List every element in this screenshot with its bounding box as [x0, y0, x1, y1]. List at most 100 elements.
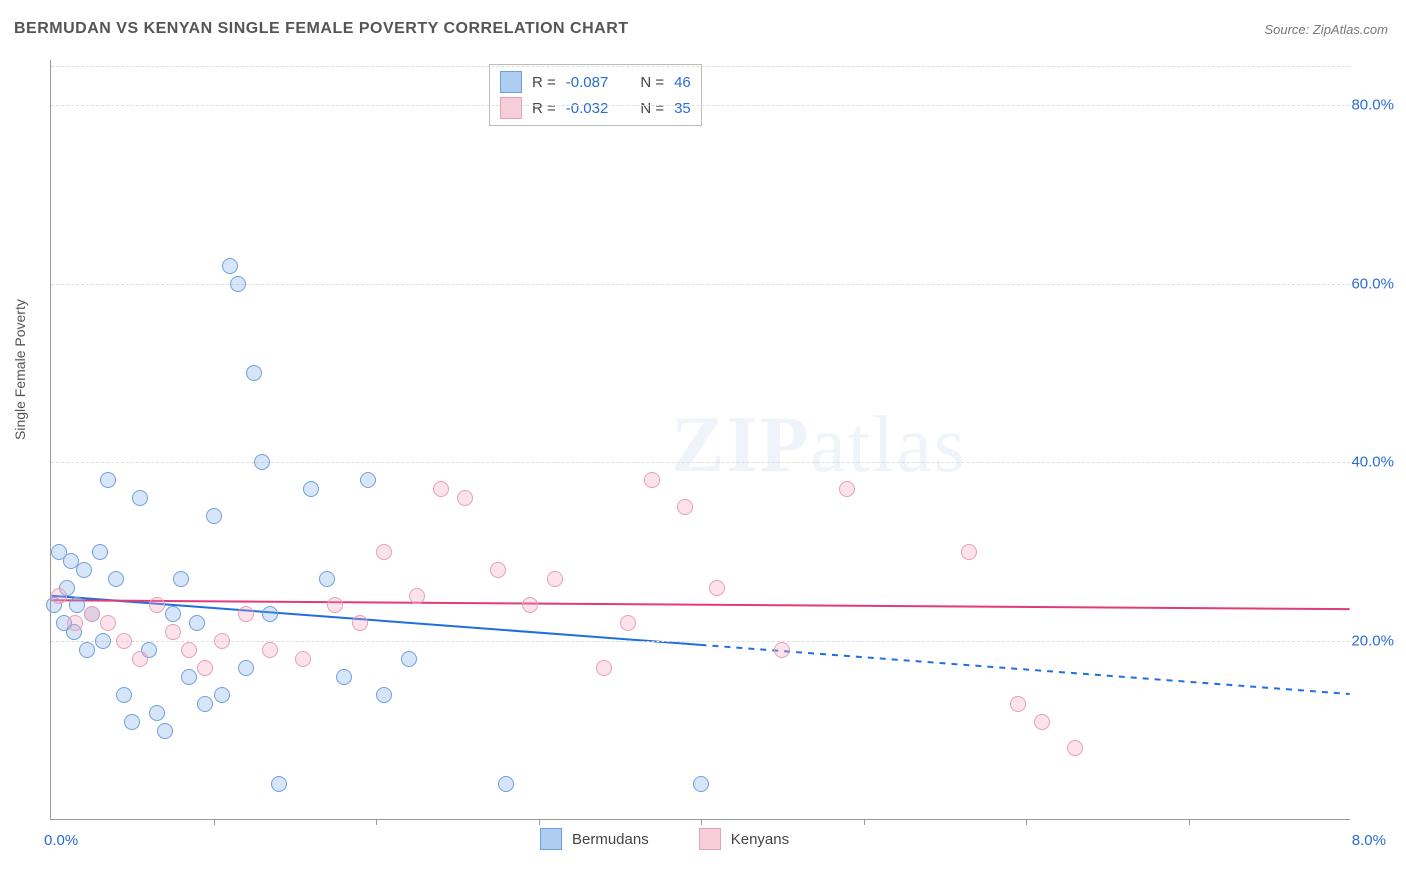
data-point-bermudans: [92, 544, 108, 560]
data-point-bermudans: [401, 651, 417, 667]
data-point-kenyans: [490, 562, 506, 578]
gridline: [51, 462, 1350, 463]
plot-area: ZIPatlas R = -0.087 N = 46 R = -0.032 N …: [50, 60, 1350, 820]
corr-row-kenyans: R = -0.032 N = 35: [500, 95, 691, 121]
r-label: R =: [532, 74, 556, 91]
data-point-kenyans: [677, 499, 693, 515]
data-point-kenyans: [181, 642, 197, 658]
data-point-bermudans: [693, 776, 709, 792]
data-point-kenyans: [596, 660, 612, 676]
legend-label-bermudans: Bermudans: [572, 831, 649, 848]
data-point-bermudans: [214, 687, 230, 703]
correlation-legend: R = -0.087 N = 46 R = -0.032 N = 35: [489, 64, 702, 126]
trend-lines: [51, 60, 1350, 819]
data-point-bermudans: [95, 633, 111, 649]
data-point-bermudans: [230, 276, 246, 292]
source-value: ZipAtlas.com: [1313, 22, 1388, 37]
data-point-kenyans: [961, 544, 977, 560]
data-point-kenyans: [197, 660, 213, 676]
data-point-kenyans: [620, 615, 636, 631]
data-point-kenyans: [644, 472, 660, 488]
data-point-bermudans: [222, 258, 238, 274]
source-label: Source:: [1264, 22, 1312, 37]
legend-label-kenyans: Kenyans: [731, 831, 789, 848]
data-point-kenyans: [547, 571, 563, 587]
r-value: -0.087: [566, 74, 609, 91]
data-point-bermudans: [262, 606, 278, 622]
y-tick-label: 40.0%: [1351, 454, 1394, 471]
data-point-kenyans: [295, 651, 311, 667]
r-label: R =: [532, 100, 556, 117]
watermark-zip: ZIP: [671, 401, 810, 489]
data-point-kenyans: [376, 544, 392, 560]
data-point-kenyans: [352, 615, 368, 631]
x-tick: [864, 819, 865, 825]
corr-row-bermudans: R = -0.087 N = 46: [500, 69, 691, 95]
data-point-kenyans: [327, 597, 343, 613]
data-point-bermudans: [181, 669, 197, 685]
data-point-bermudans: [116, 687, 132, 703]
watermark: ZIPatlas: [671, 400, 967, 491]
data-point-kenyans: [409, 588, 425, 604]
y-tick-label: 60.0%: [1351, 275, 1394, 292]
data-point-kenyans: [1034, 714, 1050, 730]
data-point-kenyans: [238, 606, 254, 622]
watermark-atlas: atlas: [810, 401, 967, 489]
x-tick: [701, 819, 702, 825]
x-axis-min-label: 0.0%: [44, 832, 78, 849]
data-point-bermudans: [108, 571, 124, 587]
data-point-kenyans: [116, 633, 132, 649]
r-value: -0.032: [566, 100, 609, 117]
data-point-bermudans: [76, 562, 92, 578]
data-point-bermudans: [157, 723, 173, 739]
x-tick: [214, 819, 215, 825]
data-point-bermudans: [303, 481, 319, 497]
data-point-kenyans: [214, 633, 230, 649]
x-tick: [1026, 819, 1027, 825]
data-point-kenyans: [774, 642, 790, 658]
data-point-kenyans: [51, 588, 67, 604]
y-axis-label: Single Female Poverty: [12, 299, 28, 440]
chart-container: BERMUDAN VS KENYAN SINGLE FEMALE POVERTY…: [0, 0, 1406, 892]
n-label: N =: [640, 74, 664, 91]
data-point-kenyans: [149, 597, 165, 613]
data-point-kenyans: [433, 481, 449, 497]
data-point-bermudans: [149, 705, 165, 721]
gridline: [51, 105, 1350, 106]
data-point-kenyans: [522, 597, 538, 613]
legend-swatch-kenyans: [699, 828, 721, 850]
source-attribution: Source: ZipAtlas.com: [1264, 22, 1388, 37]
data-point-bermudans: [69, 597, 85, 613]
data-point-bermudans: [206, 508, 222, 524]
data-point-bermudans: [336, 669, 352, 685]
chart-title: BERMUDAN VS KENYAN SINGLE FEMALE POVERTY…: [14, 20, 629, 38]
gridline: [51, 641, 1350, 642]
x-tick: [539, 819, 540, 825]
data-point-bermudans: [246, 365, 262, 381]
swatch-bermudans: [500, 71, 522, 93]
data-point-bermudans: [100, 472, 116, 488]
swatch-kenyans: [500, 97, 522, 119]
x-tick: [376, 819, 377, 825]
data-point-bermudans: [189, 615, 205, 631]
data-point-bermudans: [360, 472, 376, 488]
n-value: 46: [674, 74, 691, 91]
data-point-kenyans: [1067, 740, 1083, 756]
data-point-kenyans: [67, 615, 83, 631]
data-point-bermudans: [79, 642, 95, 658]
trendline-dash-bermudans: [701, 645, 1350, 694]
data-point-bermudans: [165, 606, 181, 622]
data-point-kenyans: [839, 481, 855, 497]
data-point-bermudans: [197, 696, 213, 712]
series-legend: Bermudans Kenyans: [540, 828, 789, 850]
y-tick-label: 20.0%: [1351, 633, 1394, 650]
data-point-kenyans: [457, 490, 473, 506]
data-point-kenyans: [84, 606, 100, 622]
data-point-kenyans: [709, 580, 725, 596]
legend-swatch-bermudans: [540, 828, 562, 850]
n-label: N =: [640, 100, 664, 117]
data-point-bermudans: [238, 660, 254, 676]
data-point-bermudans: [271, 776, 287, 792]
data-point-kenyans: [132, 651, 148, 667]
data-point-bermudans: [498, 776, 514, 792]
